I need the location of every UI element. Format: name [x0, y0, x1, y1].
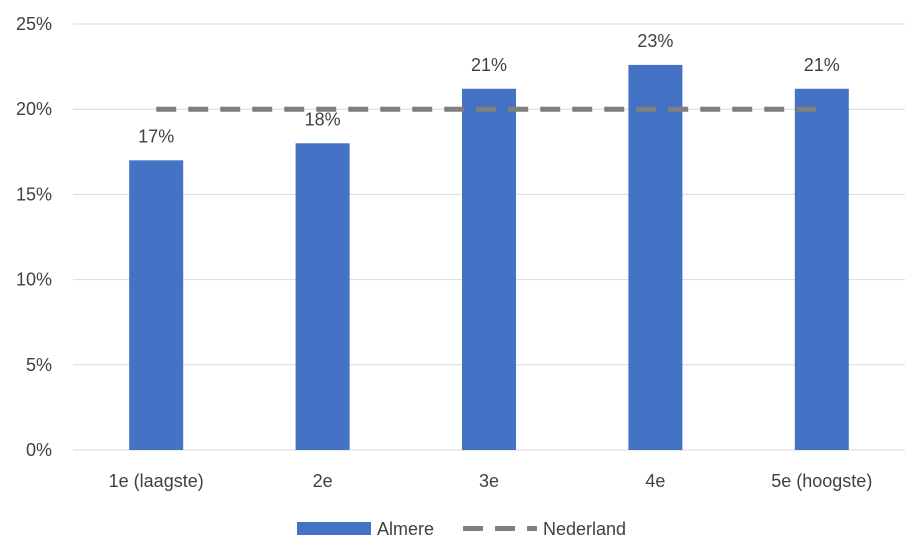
x-tick-label: 5e (hoogste)	[771, 471, 872, 491]
y-tick-label: 10%	[16, 270, 52, 290]
bar-almere	[295, 143, 350, 450]
y-axis-ticks: 0% 5% 10% 15% 20% 25%	[16, 14, 52, 460]
data-label: 17%	[138, 126, 174, 146]
x-tick-label: 4e	[645, 471, 665, 491]
x-axis-ticks: 1e (laagste) 2e 3e 4e 5e (hoogste)	[109, 471, 873, 491]
x-tick-label: 3e	[479, 471, 499, 491]
data-label: 21%	[804, 55, 840, 75]
legend-swatch-almere	[297, 522, 371, 535]
bar-almere	[462, 88, 516, 450]
bars-almere	[129, 64, 849, 451]
y-tick-label: 15%	[16, 184, 52, 204]
data-label: 21%	[471, 55, 507, 75]
legend-label-almere: Almere	[377, 519, 434, 539]
y-tick-label: 0%	[26, 440, 52, 460]
x-tick-label: 1e (laagste)	[109, 471, 204, 491]
bar-almere	[794, 88, 849, 450]
bar-almere	[129, 160, 184, 450]
y-tick-label: 20%	[16, 99, 52, 119]
data-label: 23%	[637, 31, 673, 51]
bar-almere	[628, 64, 683, 451]
legend: Almere Nederland	[297, 519, 626, 539]
data-labels: 17% 18% 21% 23% 21%	[138, 31, 840, 146]
y-tick-label: 5%	[26, 355, 52, 375]
legend-label-nederland: Nederland	[543, 519, 626, 539]
y-tick-label: 25%	[16, 14, 52, 34]
data-label: 18%	[305, 109, 341, 129]
x-tick-label: 2e	[313, 471, 333, 491]
